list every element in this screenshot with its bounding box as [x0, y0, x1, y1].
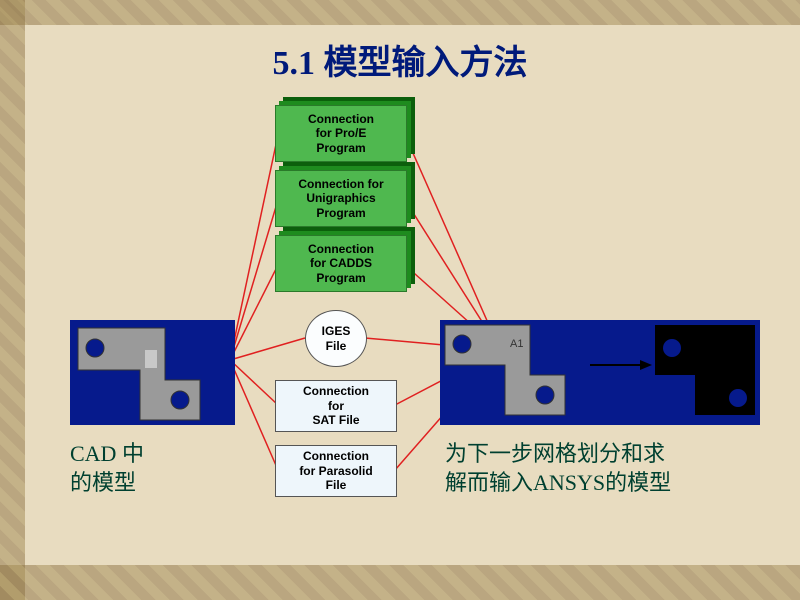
box-cadds: Connection for CADDS Program [275, 235, 407, 292]
cad-block-right [440, 320, 760, 425]
cad-block-left [70, 320, 235, 425]
box-sat: Connection for SAT File [275, 380, 397, 432]
cad-shape-left [70, 320, 235, 425]
cad-shape-right [440, 320, 760, 425]
connector-lines [0, 0, 800, 600]
caption-left: CAD 中 的模型 [70, 440, 144, 497]
box-proe: Connection for Pro/E Program [275, 105, 407, 162]
circle-iges: IGES File [305, 310, 367, 367]
box-parasolid: Connection for Parasolid File [275, 445, 397, 497]
caption-right: 为下一步网格划分和求 解而输入ANSYS的模型 [445, 440, 671, 497]
label-a1: A1 [510, 338, 523, 350]
box-unigraphics: Connection for Unigraphics Program [275, 170, 407, 227]
